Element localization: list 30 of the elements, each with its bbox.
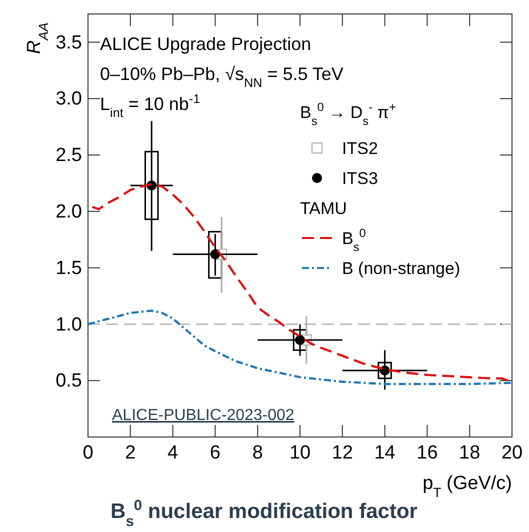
y-tick-label: 0.5	[56, 370, 82, 392]
annotation: ALICE Upgrade Projection	[100, 34, 312, 54]
annotation: TAMU	[300, 199, 347, 218]
annotation: ALICE-PUBLIC-2023-002	[112, 407, 294, 424]
annotation: 0–10% Pb–Pb, √s$_{NN}$ = 5.5 TeV	[100, 64, 344, 90]
x-tick-label: 4	[168, 442, 179, 464]
annotation: L$_{int}$ = 10 nb$^{-1}$	[100, 92, 200, 120]
legend-label: B (non-strange)	[342, 259, 460, 278]
y-tick-label: 3.5	[56, 32, 82, 54]
x-tick-label: 8	[252, 442, 263, 464]
y-tick-label: 2.5	[56, 145, 82, 166]
x-axis-title: p$_{T}$ (GeV/c)	[422, 473, 512, 500]
line-series	[86, 310, 514, 386]
x-tick-label: 0	[82, 442, 94, 464]
y-tick-label: 1.0	[56, 314, 82, 336]
legend-title: B$_{s}$$^{0}$ → D$_{s}$$^{-}$ π$^{+}$	[300, 100, 396, 128]
x-tick-label: 16	[416, 442, 438, 464]
x-tick-label: 10	[289, 442, 311, 464]
legend-label: ITS2	[342, 139, 378, 158]
x-tick-label: 18	[459, 442, 480, 464]
y-tick-label: 1.5	[56, 258, 82, 279]
y-tick-label: 2.0	[56, 201, 82, 222]
x-tick-label: 2	[125, 442, 136, 464]
x-tick-label: 12	[332, 442, 353, 464]
x-tick-label: 20	[501, 442, 523, 464]
x-tick-label: 6	[210, 442, 220, 464]
y-tick-label: 3.0	[56, 88, 82, 110]
legend-label: ITS3	[342, 169, 378, 188]
x-tick-label: 14	[374, 442, 396, 464]
text: B$_{s}$$^{0}$ nuclear modification factor	[110, 498, 418, 530]
